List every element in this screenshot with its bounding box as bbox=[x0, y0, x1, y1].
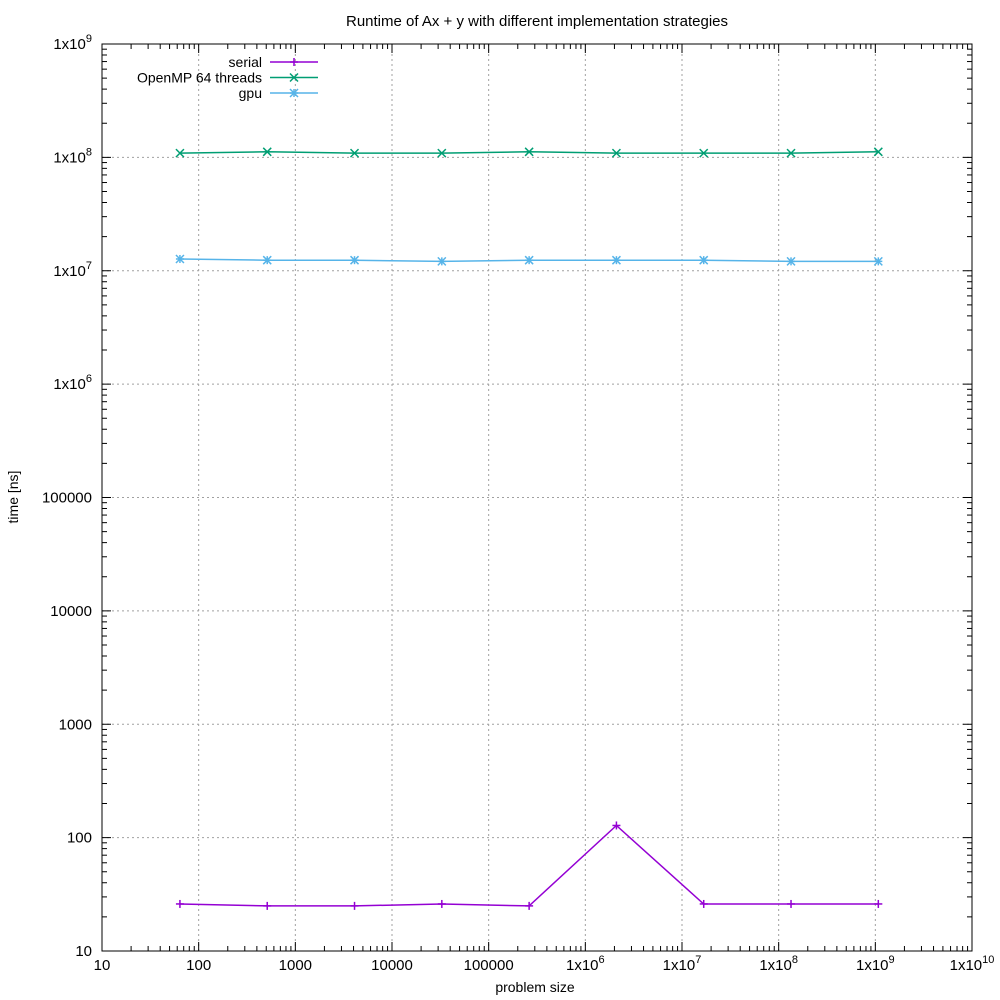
data-point-gpu bbox=[175, 254, 185, 264]
x-tick-label: 1x109 bbox=[856, 954, 895, 974]
data-point-serial bbox=[612, 821, 621, 830]
series-layer bbox=[175, 147, 883, 910]
legend-marker-openmp-64-threads bbox=[289, 72, 299, 83]
data-point-openmp-64-threads bbox=[175, 148, 185, 158]
data-point-openmp-64-threads bbox=[611, 148, 621, 158]
data-point-gpu bbox=[699, 255, 709, 265]
x-tick-label: 10 bbox=[94, 957, 111, 974]
y-tick-label: 100000 bbox=[42, 490, 92, 507]
data-point-openmp-64-threads bbox=[786, 148, 796, 158]
data-point-gpu bbox=[873, 256, 883, 266]
y-axis-label: time [ns] bbox=[5, 471, 21, 524]
data-point-openmp-64-threads bbox=[524, 147, 534, 157]
data-point-openmp-64-threads bbox=[699, 148, 709, 158]
data-point-serial bbox=[437, 899, 446, 908]
legend-marker-serial bbox=[290, 58, 298, 66]
legend-label-serial: serial bbox=[229, 54, 262, 70]
data-point-gpu bbox=[786, 256, 796, 266]
plot-frame bbox=[101, 43, 973, 952]
legend-label-gpu: gpu bbox=[239, 85, 262, 101]
y-tick-label: 1x108 bbox=[53, 146, 92, 166]
x-tick-label: 1x106 bbox=[566, 954, 605, 974]
data-point-gpu bbox=[437, 256, 447, 266]
legend-marker-gpu bbox=[289, 88, 299, 98]
data-point-serial bbox=[525, 901, 534, 910]
x-tick-label: 100000 bbox=[464, 957, 514, 974]
data-point-openmp-64-threads bbox=[349, 148, 360, 158]
data-point-gpu bbox=[524, 255, 534, 265]
data-point-openmp-64-threads bbox=[873, 147, 883, 157]
data-point-gpu bbox=[349, 255, 360, 265]
y-tick-label: 10000 bbox=[50, 603, 92, 620]
y-tick-label: 1000 bbox=[59, 716, 92, 733]
y-tick-label: 100 bbox=[67, 830, 92, 847]
x-tick-label: 1x108 bbox=[759, 954, 798, 974]
x-tick-label: 100 bbox=[186, 957, 211, 974]
x-tick-label: 1x107 bbox=[663, 954, 702, 974]
data-point-gpu bbox=[611, 255, 621, 265]
y-tick-label: 1x109 bbox=[53, 33, 92, 53]
chart-title: Runtime of Ax + y with different impleme… bbox=[346, 13, 728, 30]
data-point-serial bbox=[699, 899, 708, 908]
data-point-serial bbox=[263, 901, 272, 910]
data-point-openmp-64-threads bbox=[437, 148, 447, 158]
data-point-serial bbox=[350, 901, 359, 910]
legend-label-openmp-64-threads: OpenMP 64 threads bbox=[137, 70, 262, 86]
x-tick-label: 1x1010 bbox=[950, 954, 995, 974]
x-tick-label: 10000 bbox=[371, 957, 413, 974]
y-tick-label: 10 bbox=[75, 943, 92, 960]
data-point-serial bbox=[874, 899, 883, 908]
x-tick-label: 1000 bbox=[279, 957, 312, 974]
y-tick-label: 1x107 bbox=[53, 260, 92, 280]
data-point-gpu bbox=[262, 255, 272, 265]
data-point-serial bbox=[787, 899, 796, 908]
data-point-openmp-64-threads bbox=[262, 147, 272, 157]
x-axis-label: problem size bbox=[495, 979, 575, 995]
data-point-serial bbox=[175, 899, 184, 908]
y-tick-label: 1x106 bbox=[53, 373, 92, 393]
grid-layer bbox=[102, 44, 972, 951]
tick-layer: 10 100 1000 10000 100000 1x106 1x107 1x108 1x109… bbox=[42, 33, 994, 974]
